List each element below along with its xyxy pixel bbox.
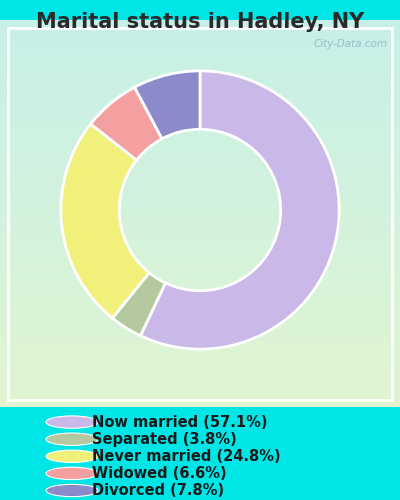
Circle shape — [46, 450, 98, 462]
Text: Separated (3.8%): Separated (3.8%) — [92, 432, 237, 446]
Text: Widowed (6.6%): Widowed (6.6%) — [92, 466, 227, 481]
Text: Divorced (7.8%): Divorced (7.8%) — [92, 483, 224, 498]
Text: Now married (57.1%): Now married (57.1%) — [92, 414, 268, 430]
Wedge shape — [61, 124, 149, 318]
Text: Never married (24.8%): Never married (24.8%) — [92, 449, 281, 464]
Wedge shape — [140, 71, 339, 349]
Circle shape — [46, 433, 98, 446]
Circle shape — [46, 416, 98, 428]
Circle shape — [46, 484, 98, 496]
Wedge shape — [91, 87, 162, 160]
Circle shape — [46, 467, 98, 479]
Text: City-Data.com: City-Data.com — [314, 40, 388, 50]
Text: Marital status in Hadley, NY: Marital status in Hadley, NY — [36, 12, 364, 32]
Wedge shape — [134, 71, 200, 139]
Wedge shape — [112, 272, 166, 336]
